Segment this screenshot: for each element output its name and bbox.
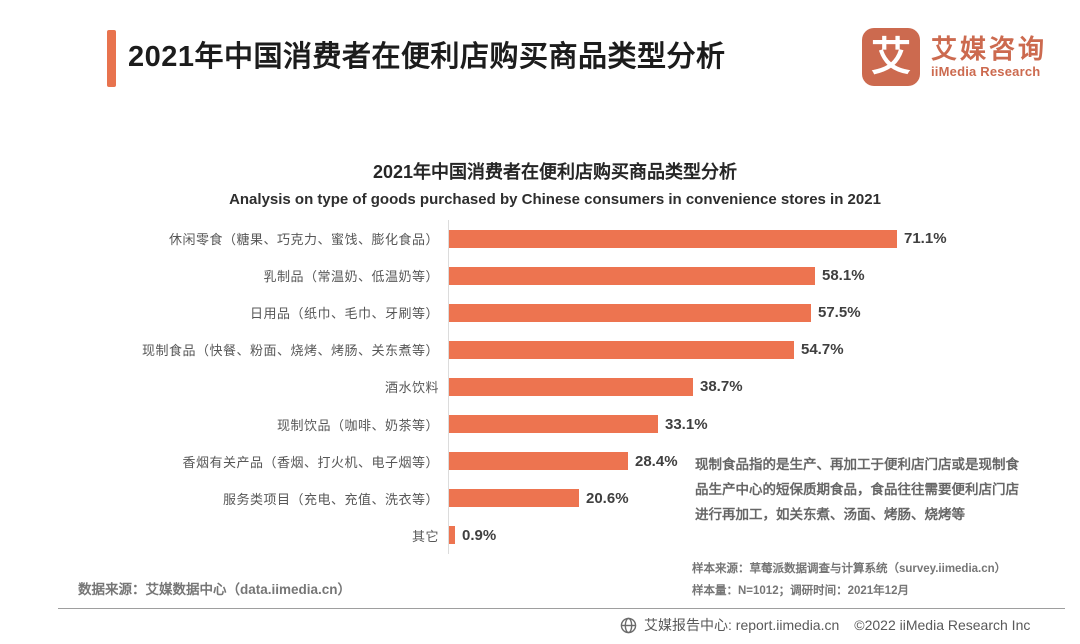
footer-report-center: 艾媒报告中心: report.iimedia.cn <box>644 617 840 633</box>
footer-copyright: ©2022 iiMedia Research Inc <box>854 617 1031 633</box>
logo-name-cn: 艾媒咨询 <box>931 33 1048 64</box>
bar <box>449 377 693 396</box>
value-label: 33.1% <box>665 415 708 433</box>
bar-track: 57.5% <box>448 294 1020 332</box>
bar <box>449 526 455 545</box>
bar <box>449 340 794 359</box>
value-label: 20.6% <box>586 489 629 507</box>
value-label: 54.7% <box>801 341 844 359</box>
chart-row: 乳制品（常温奶、低温奶等） 58.1% <box>60 257 1020 295</box>
iimedia-logo-icon: 艾 <box>862 28 920 86</box>
value-label: 28.4% <box>635 452 678 470</box>
sample-size: 样本量：N=1012；调研时间：2021年12月 <box>692 585 909 597</box>
footer-divider <box>58 608 1065 609</box>
bar <box>449 489 579 508</box>
bar <box>449 229 897 248</box>
sample-source: 样本来源：草莓派数据调查与计算系统（survey.iimedia.cn） <box>692 563 1007 575</box>
chart-row: 休闲零食（糖果、巧克力、蜜饯、膨化食品） 71.1% <box>60 220 1020 258</box>
category-label: 日用品（纸巾、毛巾、牙刷等） <box>249 306 439 322</box>
bar-track: 38.7% <box>448 368 1020 406</box>
logo-name-en: iiMedia Research <box>931 64 1041 80</box>
chart-row: 现制饮品（咖啡、奶茶等） 33.1% <box>60 405 1020 443</box>
chart-row: 酒水饮料 38.7% <box>60 368 1020 406</box>
value-label: 71.1% <box>904 230 947 248</box>
title-accent-bar <box>107 30 116 87</box>
value-label: 0.9% <box>462 526 497 544</box>
chart-subtitle: Analysis on type of goods purchased by C… <box>229 191 881 208</box>
value-label: 57.5% <box>818 304 861 322</box>
globe-icon <box>620 617 637 634</box>
footer: 艾媒报告中心: report.iimedia.cn ©2022 iiMedia … <box>620 615 1030 635</box>
page-title: 2021年中国消费者在便利店购买商品类型分析 <box>128 41 726 73</box>
bar-track: 33.1% <box>448 405 1020 443</box>
bar <box>449 415 658 434</box>
chart-row: 服务类项目（充电、充值、洗衣等） 20.6% <box>60 479 1020 517</box>
value-label: 58.1% <box>822 267 865 285</box>
chart-row: 其它 0.9% <box>60 516 1020 554</box>
category-label: 休闲零食（糖果、巧克力、蜜饯、膨化食品） <box>168 232 439 248</box>
bar-track: 58.1% <box>448 257 1020 295</box>
bar-track: 71.1% <box>448 220 1020 258</box>
bar-track: 0.9% <box>448 516 1020 554</box>
bar-track: 54.7% <box>448 331 1020 369</box>
data-source: 数据来源：艾媒数据中心（data.iimedia.cn） <box>78 582 352 597</box>
annotation-text: 现制食品指的是生产、再加工于便利店门店或是现制食品生产中心的短保质期食品，食品往… <box>695 457 1019 522</box>
category-label: 服务类项目（充电、充值、洗衣等） <box>222 491 439 507</box>
bar <box>449 303 811 322</box>
chart-row: 香烟有关产品（香烟、打火机、电子烟等） 28.4% <box>60 442 1020 480</box>
bar <box>449 266 815 285</box>
category-label: 其它 <box>411 528 439 544</box>
value-label: 38.7% <box>700 378 743 396</box>
chart-title: 2021年中国消费者在便利店购买商品类型分析 <box>372 162 738 182</box>
chart-header: 2021年中国消费者在便利店购买商品类型分析 Analysis on type … <box>30 158 1080 208</box>
chart-rows: 休闲零食（糖果、巧克力、蜜饯、膨化食品） 71.1% 乳制品（常温奶、低温奶等） 58… <box>60 220 1020 554</box>
category-label: 乳制品（常温奶、低温奶等） <box>263 269 439 285</box>
sample-footnote: 样本来源：草莓派数据调查与计算系统（survey.iimedia.cn） 样本量… <box>692 558 1006 602</box>
bar-track: 28.4% <box>448 442 1020 480</box>
category-label: 香烟有关产品（香烟、打火机、电子烟等） <box>182 454 439 470</box>
bar-track: 20.6% <box>448 479 1020 517</box>
logo-text: 艾媒咨询 iiMedia Research <box>931 33 1048 80</box>
chart-row: 日用品（纸巾、毛巾、牙刷等） 57.5% <box>60 294 1020 332</box>
iimedia-logo: 艾 艾媒咨询 iiMedia Research <box>862 28 1047 86</box>
category-label: 酒水饮料 <box>384 380 439 396</box>
category-label: 现制食品（快餐、粉面、烧烤、烤肠、关东煮等） <box>141 343 439 359</box>
bar <box>449 452 628 471</box>
category-label: 现制饮品（咖啡、奶茶等） <box>276 417 439 433</box>
chart-row: 现制食品（快餐、粉面、烧烤、烤肠、关东煮等） 54.7% <box>60 331 1020 369</box>
